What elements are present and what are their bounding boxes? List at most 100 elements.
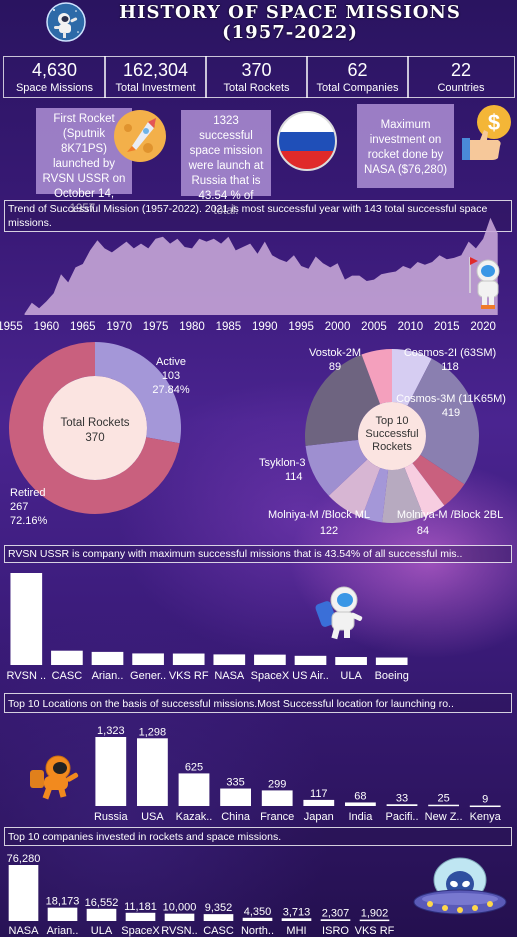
kpi-total-investment: 162,304 Total Investment bbox=[104, 56, 207, 98]
donut-center-value: 370 bbox=[85, 432, 104, 444]
slice-label-value: 84 bbox=[417, 525, 429, 537]
category-label: US Air.. bbox=[292, 670, 329, 682]
category-label: NASA bbox=[214, 670, 245, 682]
nasa-fact: Maximum investment on rocket done by NAS… bbox=[357, 104, 454, 188]
bar bbox=[262, 790, 293, 806]
bar-value-label: 9 bbox=[482, 794, 488, 806]
x-tick-label: 2000 bbox=[325, 321, 351, 333]
bar bbox=[387, 804, 418, 806]
bar bbox=[51, 651, 83, 665]
kpi-label: Total Companies bbox=[307, 81, 408, 95]
bar bbox=[428, 805, 459, 807]
slice-label-pct: 72.16% bbox=[10, 515, 48, 527]
bar bbox=[204, 914, 234, 921]
category-label: India bbox=[348, 811, 373, 823]
x-tick-label: 1995 bbox=[288, 321, 314, 333]
slice-label-name: Vostok-2M bbox=[309, 347, 361, 359]
x-tick-label: 1970 bbox=[106, 321, 132, 333]
x-tick-label: 1975 bbox=[143, 321, 169, 333]
bar bbox=[132, 653, 164, 665]
bar-value-label: 76,280 bbox=[7, 853, 41, 865]
slice-label-value: 114 bbox=[285, 471, 303, 483]
x-tick-label: 1985 bbox=[216, 321, 242, 333]
companies-heading: RVSN USSR is company with maximum succes… bbox=[4, 545, 512, 563]
category-label: USA bbox=[141, 811, 164, 823]
bar-value-label: 9,352 bbox=[205, 902, 233, 914]
slice-label-value: 118 bbox=[441, 361, 459, 373]
svg-text:$: $ bbox=[488, 110, 500, 135]
bar bbox=[213, 654, 245, 665]
slice-label-name: Molniya-M /Block ML bbox=[268, 509, 370, 521]
category-label: Arian.. bbox=[92, 670, 124, 682]
category-label: Boeing bbox=[375, 670, 409, 682]
russia-flag-icon bbox=[276, 110, 338, 172]
rocket-moon-icon bbox=[110, 106, 170, 164]
bar bbox=[376, 658, 408, 665]
kpi-label: Total Investment bbox=[105, 81, 206, 95]
category-label: MHI bbox=[286, 925, 306, 937]
category-label: NASA bbox=[9, 925, 40, 937]
kpi-value: 22 bbox=[408, 59, 514, 81]
bar bbox=[165, 914, 195, 921]
astronaut-flag-icon bbox=[460, 253, 510, 311]
trend-area-chart: 1955 1960 1965 1970 1975 1980 1985 1990 1995 2000… bbox=[0, 205, 517, 335]
category-label: New Z.. bbox=[425, 811, 463, 823]
page-title: HISTORY OF SPACE MISSIONS bbox=[90, 3, 490, 23]
donut-center-label: Top 10 bbox=[375, 415, 408, 427]
russia-fact: 1323 successful space mission were launc… bbox=[181, 110, 271, 196]
x-tick-label: 1980 bbox=[179, 321, 205, 333]
kpi-total-companies: 62 Total Companies bbox=[306, 56, 409, 98]
category-label: ISRO bbox=[322, 925, 349, 937]
category-label: RVSN .. bbox=[7, 670, 47, 682]
category-label: Pacifi.. bbox=[385, 811, 418, 823]
slice-label-pct: 27.84% bbox=[152, 384, 190, 396]
astronaut-logo-icon bbox=[46, 2, 86, 42]
x-tick-label: 1955 bbox=[0, 321, 23, 333]
astronaut-floating-icon bbox=[312, 582, 368, 642]
x-tick-label: 2010 bbox=[398, 321, 424, 333]
bar-value-label: 4,350 bbox=[244, 906, 272, 918]
slice-label-value: 103 bbox=[162, 370, 180, 382]
bar-value-label: 2,307 bbox=[322, 907, 350, 919]
bar bbox=[345, 802, 376, 806]
category-label: CASC bbox=[203, 925, 234, 937]
category-label: ULA bbox=[340, 670, 362, 682]
bar-value-label: 18,173 bbox=[46, 896, 80, 908]
category-label: North.. bbox=[241, 925, 274, 937]
bar bbox=[137, 738, 168, 806]
bar bbox=[173, 654, 205, 665]
x-tick-label: 2015 bbox=[434, 321, 460, 333]
slice-label-value: 89 bbox=[329, 361, 341, 373]
bar-value-label: 3,713 bbox=[283, 906, 311, 918]
category-label: SpaceX bbox=[121, 925, 160, 937]
bar-value-label: 625 bbox=[185, 761, 203, 773]
category-label: Kenya bbox=[470, 811, 502, 823]
bar bbox=[10, 573, 42, 665]
bar bbox=[9, 865, 39, 921]
x-tick-label: 1965 bbox=[70, 321, 96, 333]
category-label: VKS RF bbox=[355, 925, 395, 937]
category-label: ULA bbox=[91, 925, 113, 937]
bar-value-label: 10,000 bbox=[163, 902, 197, 914]
slice-label-name: Active bbox=[156, 356, 186, 368]
trend-area-series bbox=[25, 218, 498, 315]
bar bbox=[48, 908, 78, 921]
bar bbox=[92, 652, 124, 665]
bar bbox=[220, 789, 251, 806]
bar-value-label: 33 bbox=[396, 792, 408, 804]
x-tick-label: 2020 bbox=[470, 321, 496, 333]
bar bbox=[254, 655, 286, 665]
bar bbox=[360, 920, 390, 922]
category-label: Russia bbox=[94, 811, 129, 823]
page-subtitle: (1957-2022) bbox=[90, 23, 490, 43]
category-label: Gener.. bbox=[130, 670, 166, 682]
category-label: France bbox=[260, 811, 294, 823]
bar bbox=[126, 913, 156, 921]
slice-label-name: Molniya-M /Block 2BL bbox=[397, 509, 503, 521]
category-label: RVSN.. bbox=[161, 925, 197, 937]
bar bbox=[95, 737, 126, 806]
rockets-status-donut: Total Rockets 370 Active 103 27.84% Retired 26… bbox=[0, 342, 260, 542]
kpi-countries: 22 Countries bbox=[407, 56, 515, 98]
slice-label-value: 122 bbox=[320, 525, 338, 537]
